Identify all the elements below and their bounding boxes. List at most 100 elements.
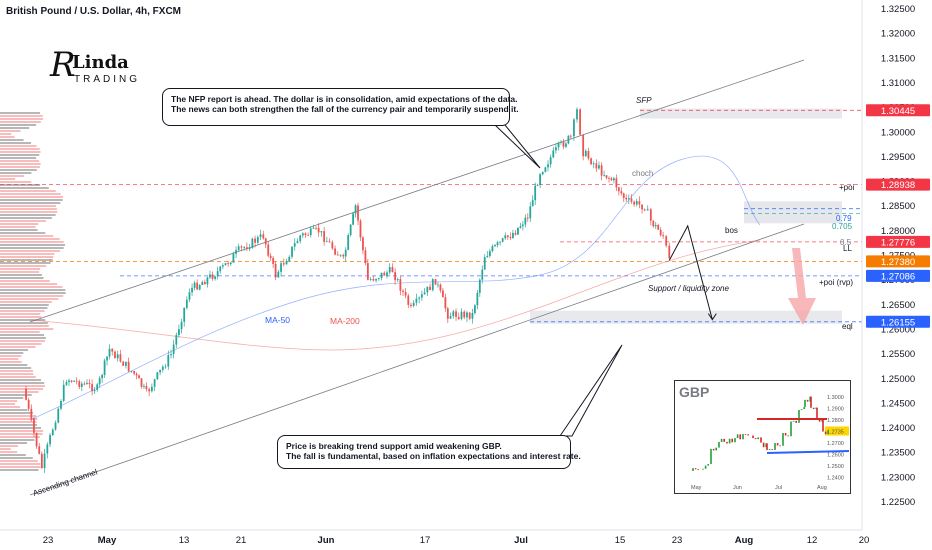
profile-bar: [0, 403, 16, 405]
choch-label: choch: [632, 169, 653, 178]
price-tick-label: 1.26500: [881, 300, 915, 311]
candle-body: [57, 408, 60, 423]
candle-body: [483, 257, 486, 270]
candle-body: [449, 316, 452, 319]
candle-body: [404, 292, 407, 296]
candle-body: [662, 235, 665, 237]
symbol-title[interactable]: British Pound / U.S. Dollar, 4h, FXCM: [6, 6, 182, 17]
candle-body: [359, 220, 362, 238]
candle-body: [657, 225, 660, 230]
time-axis[interactable]: 23 May 13 21 Jun 17 Jul 15 23 Aug 12 20: [0, 529, 869, 546]
candle-body: [473, 305, 476, 313]
candle-body: [150, 386, 153, 392]
fib-zone: [744, 201, 842, 224]
inset-price-label: 1.2900: [827, 407, 844, 413]
profile-bar: [0, 436, 40, 438]
inset-candle: [806, 399, 809, 402]
price-label-box: [866, 235, 930, 248]
candle-body: [544, 167, 547, 172]
price-label-box: [866, 178, 930, 191]
candle-body: [410, 304, 412, 307]
candle-body: [33, 418, 35, 433]
profile-bar: [0, 274, 42, 276]
profile-bar: [0, 211, 58, 213]
candle-body: [501, 238, 504, 242]
candle-body: [399, 279, 402, 291]
candle-body: [375, 278, 377, 281]
inset-candle: [816, 407, 818, 419]
poi-rvp-label: +poi (rvp): [819, 278, 853, 287]
inset-price-label: 1.2500: [827, 464, 844, 470]
candle-body: [372, 279, 375, 281]
candle-body: [49, 435, 51, 445]
candle-body: [272, 257, 275, 264]
inset-candle: [723, 438, 725, 442]
profile-bar: [0, 142, 32, 144]
candle-body: [245, 247, 248, 250]
candle-body: [526, 217, 529, 219]
candle-body: [514, 232, 517, 235]
profile-bar: [0, 415, 37, 417]
inset-candle: [790, 421, 792, 437]
channel-label: Ascending channel: [32, 467, 99, 498]
candle-body: [143, 386, 145, 387]
inset-candle: [824, 431, 827, 435]
candle-body: [610, 178, 613, 181]
channel-upper: [29, 59, 805, 323]
candle-body: [608, 177, 610, 179]
inset-candle: [768, 449, 771, 451]
inset-candle: [718, 441, 720, 448]
candle-body: [62, 384, 65, 401]
profile-bar: [0, 157, 37, 159]
profile-bar: [0, 175, 24, 177]
profile-bar: [0, 448, 11, 450]
candle-body: [582, 134, 585, 157]
inset-candle: [784, 433, 787, 436]
profile-bar: [0, 322, 48, 324]
candle-body: [164, 366, 167, 368]
price-axis[interactable]: 1.325001.320001.315001.310001.305001.300…: [861, 0, 932, 530]
profile-bar: [0, 271, 40, 273]
price-tick-label: 1.31500: [881, 53, 915, 64]
profile-bar: [0, 148, 40, 150]
candle-body: [659, 229, 662, 236]
candle-body: [240, 246, 243, 248]
profile-bar: [0, 259, 53, 261]
profile-bar: [0, 337, 46, 339]
price-label-box: [866, 104, 930, 117]
price-label-box: [866, 315, 930, 328]
candle-body: [654, 225, 657, 227]
profile-bar: [0, 139, 24, 141]
candle-body: [125, 361, 127, 366]
candle-body: [170, 354, 172, 356]
time-tick-label: 12: [807, 535, 818, 546]
profile-bar: [0, 367, 32, 369]
candle-body: [592, 163, 595, 165]
profile-bar: [0, 316, 42, 318]
candle-body: [625, 197, 628, 200]
time-tick-label: Jul: [514, 535, 528, 546]
profile-bar: [0, 232, 46, 234]
candle-body: [288, 256, 291, 261]
callout-line: The news can both strengthen the fall of…: [171, 104, 519, 114]
profile-bar: [0, 292, 66, 294]
profile-bar: [0, 307, 48, 309]
candle-body: [254, 238, 256, 243]
inset-candle: [754, 438, 757, 440]
profile-bar: [0, 325, 49, 327]
candle-body: [101, 374, 104, 379]
candle-body: [269, 255, 272, 258]
inset-candle: [694, 468, 697, 470]
candle-body: [156, 372, 159, 380]
inset-candle: [822, 418, 824, 432]
candle-body: [93, 390, 96, 392]
sfp-label: SFP: [636, 96, 652, 105]
profile-bar: [0, 451, 18, 453]
candle-body: [203, 282, 206, 285]
profile-bar: [0, 289, 66, 291]
candle-body: [232, 253, 235, 263]
profile-bar: [0, 268, 41, 270]
candle-body: [418, 297, 421, 299]
candle-body: [334, 248, 336, 255]
